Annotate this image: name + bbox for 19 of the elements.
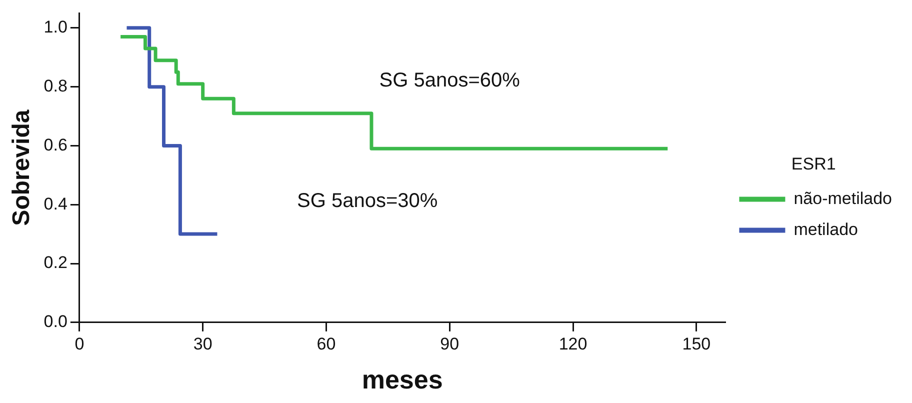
- legend-label: metilado: [794, 220, 858, 239]
- y-tick-label: 0.8: [44, 76, 68, 96]
- x-tick-label: 60: [316, 334, 336, 354]
- x-axis-title: meses: [362, 364, 443, 395]
- annotation: SG 5anos=30%: [297, 190, 438, 212]
- x-tick-label: 120: [558, 334, 588, 354]
- y-tick-label: 0.0: [44, 312, 68, 332]
- x-tick-label: 90: [440, 334, 460, 354]
- x-tick-label: 30: [193, 334, 212, 354]
- annotation: SG 5anos=60%: [379, 69, 520, 92]
- legend-title: ESR1: [791, 154, 836, 174]
- y-axis-title: Sobrevida: [8, 109, 36, 226]
- y-tick-label: 0.2: [44, 253, 68, 272]
- x-tick-label: 0: [74, 334, 84, 354]
- legend-label: não-metilado: [794, 188, 892, 208]
- x-tick-label: 150: [682, 334, 711, 354]
- y-tick-label: 1.0: [44, 18, 68, 37]
- y-tick-label: 0.6: [44, 135, 68, 154]
- y-tick-label: 0.4: [44, 194, 68, 214]
